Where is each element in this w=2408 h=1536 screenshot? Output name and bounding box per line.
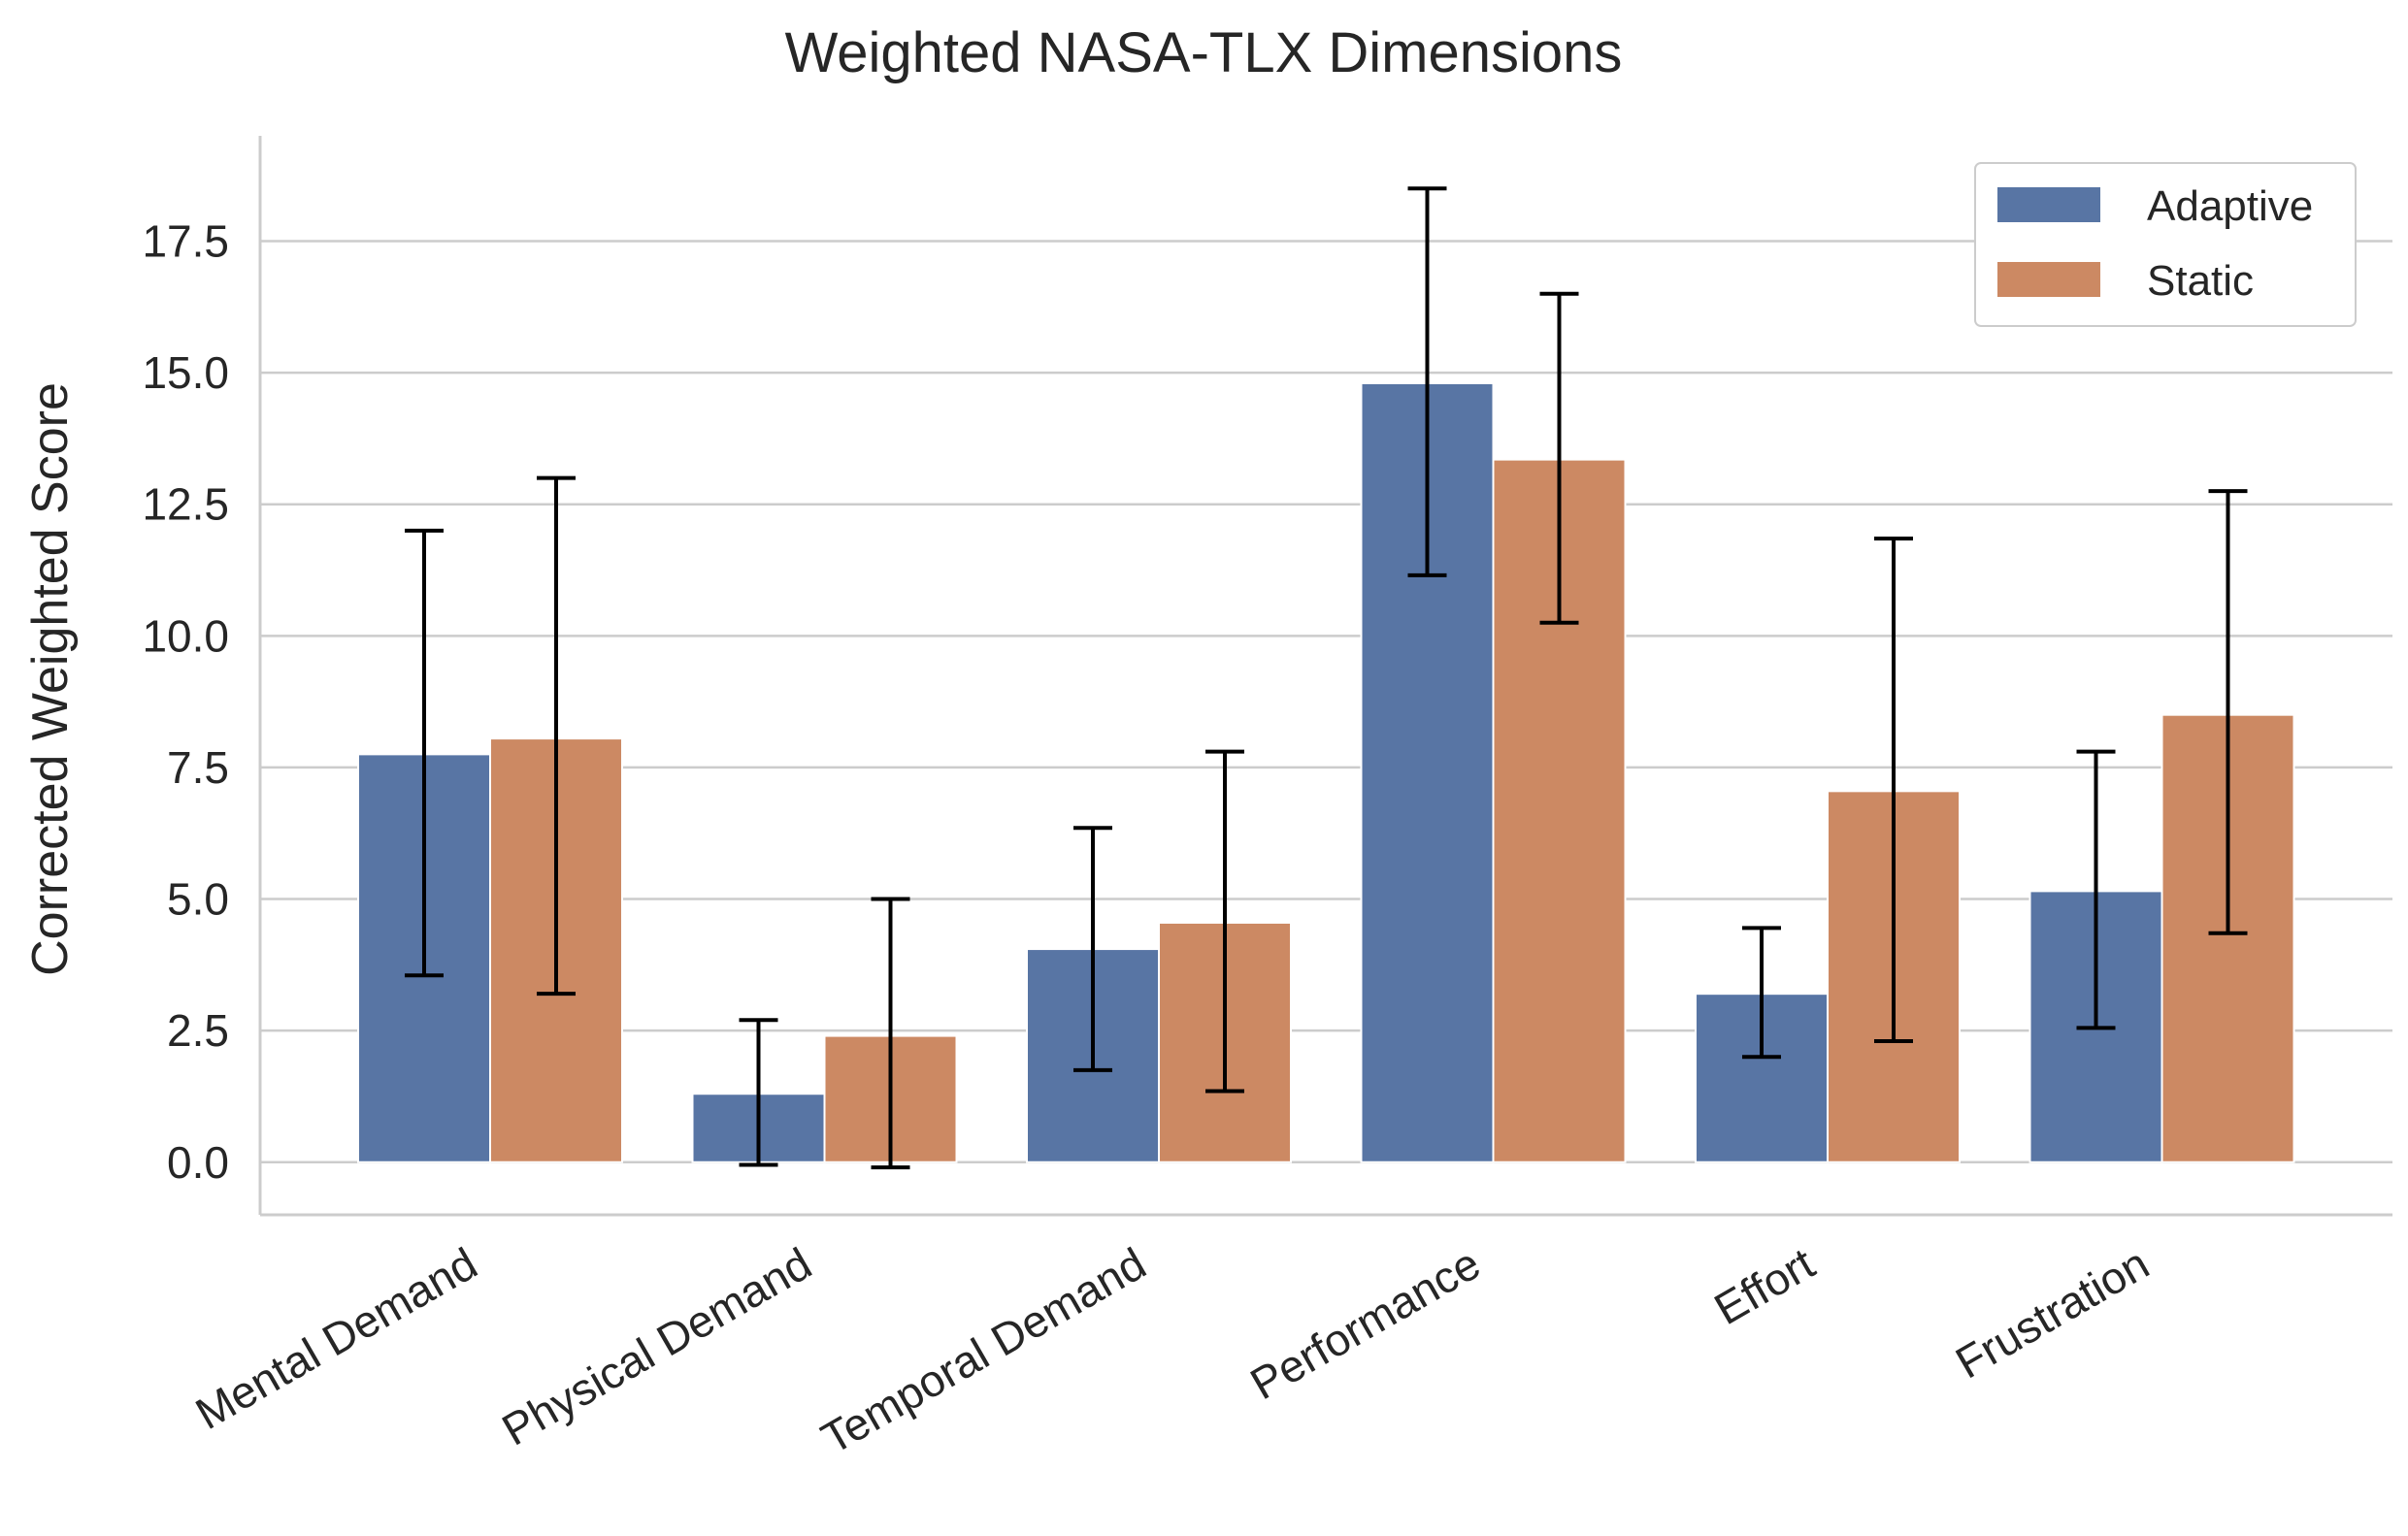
y-tick-label: 10.0 <box>142 610 229 661</box>
x-tick-label: Temporal Demand <box>813 1238 1154 1464</box>
x-tick-label: Frustration <box>1947 1238 2157 1389</box>
legend-label-static: Static <box>2147 257 2254 305</box>
x-tick-label: Mental Demand <box>187 1238 485 1439</box>
y-tick-label: 15.0 <box>142 347 229 398</box>
x-tick-label: Effort <box>1706 1238 1824 1335</box>
legend-swatch-adaptive <box>1997 187 2100 222</box>
axes-layer <box>258 136 2392 1217</box>
y-axis-label: Corrected Weighted Score <box>22 382 79 976</box>
legend: Adaptive Static <box>1974 162 2357 327</box>
x-tick-label: Physical Demand <box>494 1238 820 1455</box>
y-tick-label: 7.5 <box>167 742 229 793</box>
y-tick-label: 2.5 <box>167 1005 229 1056</box>
legend-label-adaptive: Adaptive <box>2147 182 2313 230</box>
y-tick-label: 5.0 <box>167 874 229 925</box>
y-tick-label: 12.5 <box>142 479 229 530</box>
chart-title: Weighted NASA-TLX Dimensions <box>785 21 1623 84</box>
x-tick-label: Performance <box>1241 1238 1488 1410</box>
bars-layer <box>357 381 2295 1163</box>
y-tick-label: 17.5 <box>142 215 229 266</box>
y-tick-label: 0.0 <box>167 1137 229 1188</box>
error-bars-layer <box>405 186 2248 1170</box>
legend-swatch-static <box>1997 262 2100 297</box>
